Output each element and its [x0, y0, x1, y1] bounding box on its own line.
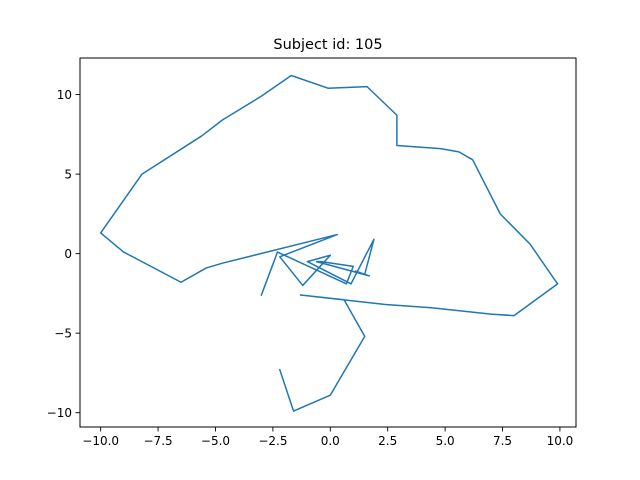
x-tick-label: −2.5 [258, 434, 287, 448]
y-tick-label: 5 [64, 168, 72, 182]
y-tick-label: 10 [57, 88, 72, 102]
series-line-0 [99, 74, 559, 412]
chart-title: Subject id: 105 [273, 37, 382, 53]
x-tick-label: −7.5 [144, 434, 173, 448]
x-tick-label: 2.5 [378, 434, 397, 448]
series-layer [99, 74, 559, 412]
x-tick-label: 5.0 [436, 434, 455, 448]
axes-background [80, 58, 576, 427]
x-axis: −10.0 −7.5 −5.0 −2.5 0.0 2.5 5.0 7.5 10.0 [82, 427, 573, 448]
x-tick-label: 10.0 [547, 434, 574, 448]
x-tick-label: 7.5 [493, 434, 512, 448]
x-tick-label: 0.0 [321, 434, 340, 448]
y-tick-label: 0 [64, 247, 72, 261]
x-tick-label: −10.0 [82, 434, 119, 448]
axes-frame [79, 57, 577, 428]
y-axis: −10 −5 0 5 10 [47, 88, 80, 420]
plot-area [79, 57, 577, 428]
x-tick-label: −5.0 [201, 434, 230, 448]
y-tick-label: −10 [47, 406, 72, 420]
y-tick-label: −5 [54, 327, 72, 341]
